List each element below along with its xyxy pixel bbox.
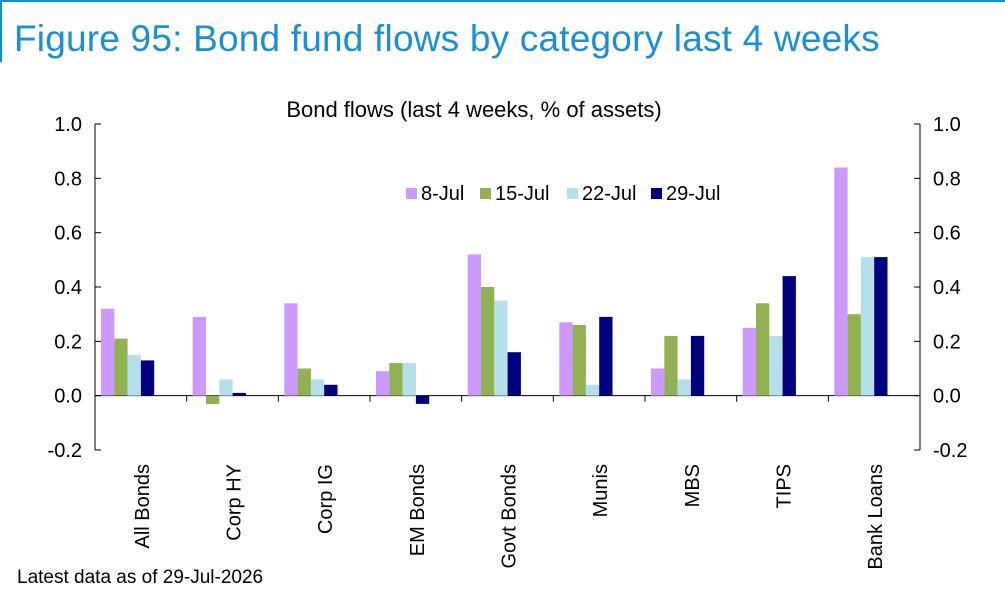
bar-8-Jul-Corp IG <box>284 303 298 396</box>
x-tick-label: All Bonds <box>132 464 154 549</box>
bar-29-Jul-Corp IG <box>324 384 338 396</box>
legend: 8-Jul 15-Jul 22-Jul 29-Jul <box>406 183 720 205</box>
y-tick-label-right: 0.6 <box>933 223 961 245</box>
x-tick-label: Corp HY <box>224 464 246 541</box>
bar-29-Jul-EM Bonds <box>415 395 430 404</box>
footnote: Latest data as of 29-Jul-2026 <box>17 567 264 588</box>
bar-29-Jul-Munis <box>599 316 613 396</box>
bar-29-Jul-MBS <box>690 335 705 396</box>
bar-8-Jul-All Bonds <box>101 308 115 396</box>
bar-8-Jul-Bank Loans <box>834 167 848 396</box>
bar-8-Jul-MBS <box>651 368 665 396</box>
bar-8-Jul-Corp HY <box>192 316 206 396</box>
x-tick-label: Munis <box>590 464 612 517</box>
y-tick-label-right: 1.0 <box>933 114 961 136</box>
bar-22-Jul-Munis <box>585 384 600 396</box>
y-tick-label-right: 0.8 <box>933 168 961 190</box>
bar-15-Jul-All Bonds <box>114 338 128 396</box>
left-rule <box>0 0 2 62</box>
axes: 1.0 1.0 0.8 0.8 0.6 0.6 0.4 0.4 0.2 0.2 0.0 0.0 -0.2… <box>48 114 968 462</box>
y-tick-label-right: 0.4 <box>933 277 961 299</box>
bar-29-Jul-Govt Bonds <box>507 352 521 396</box>
legend-swatch-22-Jul <box>567 188 578 199</box>
figure-title: Figure 95: Bond fund flows by category l… <box>14 18 880 59</box>
x-tick-label: MBS <box>682 464 704 507</box>
legend-label-22-Jul: 22-Jul <box>582 183 636 205</box>
bar-8-Jul-Govt Bonds <box>467 254 481 396</box>
y-tick-label-right: 0.0 <box>933 386 961 408</box>
bar-22-Jul-Corp HY <box>219 379 233 396</box>
bar-22-Jul-Govt Bonds <box>494 300 508 396</box>
x-tick-label: EM Bonds <box>407 464 429 556</box>
bar-15-Jul-TIPS <box>756 303 770 396</box>
bar-8-Jul-TIPS <box>742 327 756 396</box>
x-tick-label: Corp IG <box>315 464 337 534</box>
bar-22-Jul-Bank Loans <box>860 257 875 396</box>
bar-22-Jul-EM Bonds <box>402 363 416 396</box>
chart-title: Bond flows (last 4 weeks, % of assets) <box>286 97 661 122</box>
y-tick-label-left: 0.2 <box>54 331 82 353</box>
legend-swatch-8-Jul <box>406 188 417 199</box>
bar-15-Jul-MBS <box>664 335 678 396</box>
legend-label-15-Jul: 15-Jul <box>495 183 549 205</box>
bar-22-Jul-MBS <box>677 379 691 396</box>
bar-15-Jul-EM Bonds <box>389 363 403 396</box>
bar-15-Jul-Bank Loans <box>847 314 861 396</box>
bar-15-Jul-Govt Bonds <box>481 287 495 396</box>
bars <box>101 167 888 404</box>
bar-15-Jul-Munis <box>572 325 586 396</box>
bar-29-Jul-TIPS <box>782 276 796 396</box>
bar-8-Jul-Munis <box>559 322 573 396</box>
bar-29-Jul-Corp HY <box>232 392 246 396</box>
y-tick-label-left: -0.2 <box>48 440 82 462</box>
y-tick-label-left: 0.4 <box>54 277 82 299</box>
y-tick-label-left: 0.8 <box>54 168 82 190</box>
bar-22-Jul-Corp IG <box>310 379 325 396</box>
legend-label-29-Jul: 29-Jul <box>666 183 720 205</box>
legend-label-8-Jul: 8-Jul <box>421 183 464 205</box>
y-tick-label-left: 1.0 <box>54 114 82 136</box>
y-tick-label-right: 0.2 <box>933 331 961 353</box>
bar-29-Jul-All Bonds <box>140 360 155 396</box>
y-tick-label-left: 0.0 <box>54 386 82 408</box>
bar-8-Jul-EM Bonds <box>376 371 390 396</box>
legend-swatch-15-Jul <box>480 188 491 199</box>
x-axis-labels: All Bonds Corp HY Corp IG EM Bonds Govt Bond… <box>132 464 887 570</box>
bar-15-Jul-Corp IG <box>297 368 311 396</box>
x-tick-label: Bank Loans <box>865 464 887 570</box>
y-tick-label-right: -0.2 <box>933 440 967 462</box>
top-rule <box>0 0 1005 2</box>
bar-22-Jul-All Bonds <box>127 354 141 396</box>
legend-swatch-29-Jul <box>651 188 662 199</box>
bar-22-Jul-TIPS <box>769 335 783 396</box>
y-tick-label-left: 0.6 <box>54 223 82 245</box>
x-tick-label: Govt Bonds <box>499 464 521 569</box>
bar-15-Jul-Corp HY <box>206 395 220 404</box>
bar-29-Jul-Bank Loans <box>874 257 888 396</box>
x-tick-label: TIPS <box>774 464 796 508</box>
